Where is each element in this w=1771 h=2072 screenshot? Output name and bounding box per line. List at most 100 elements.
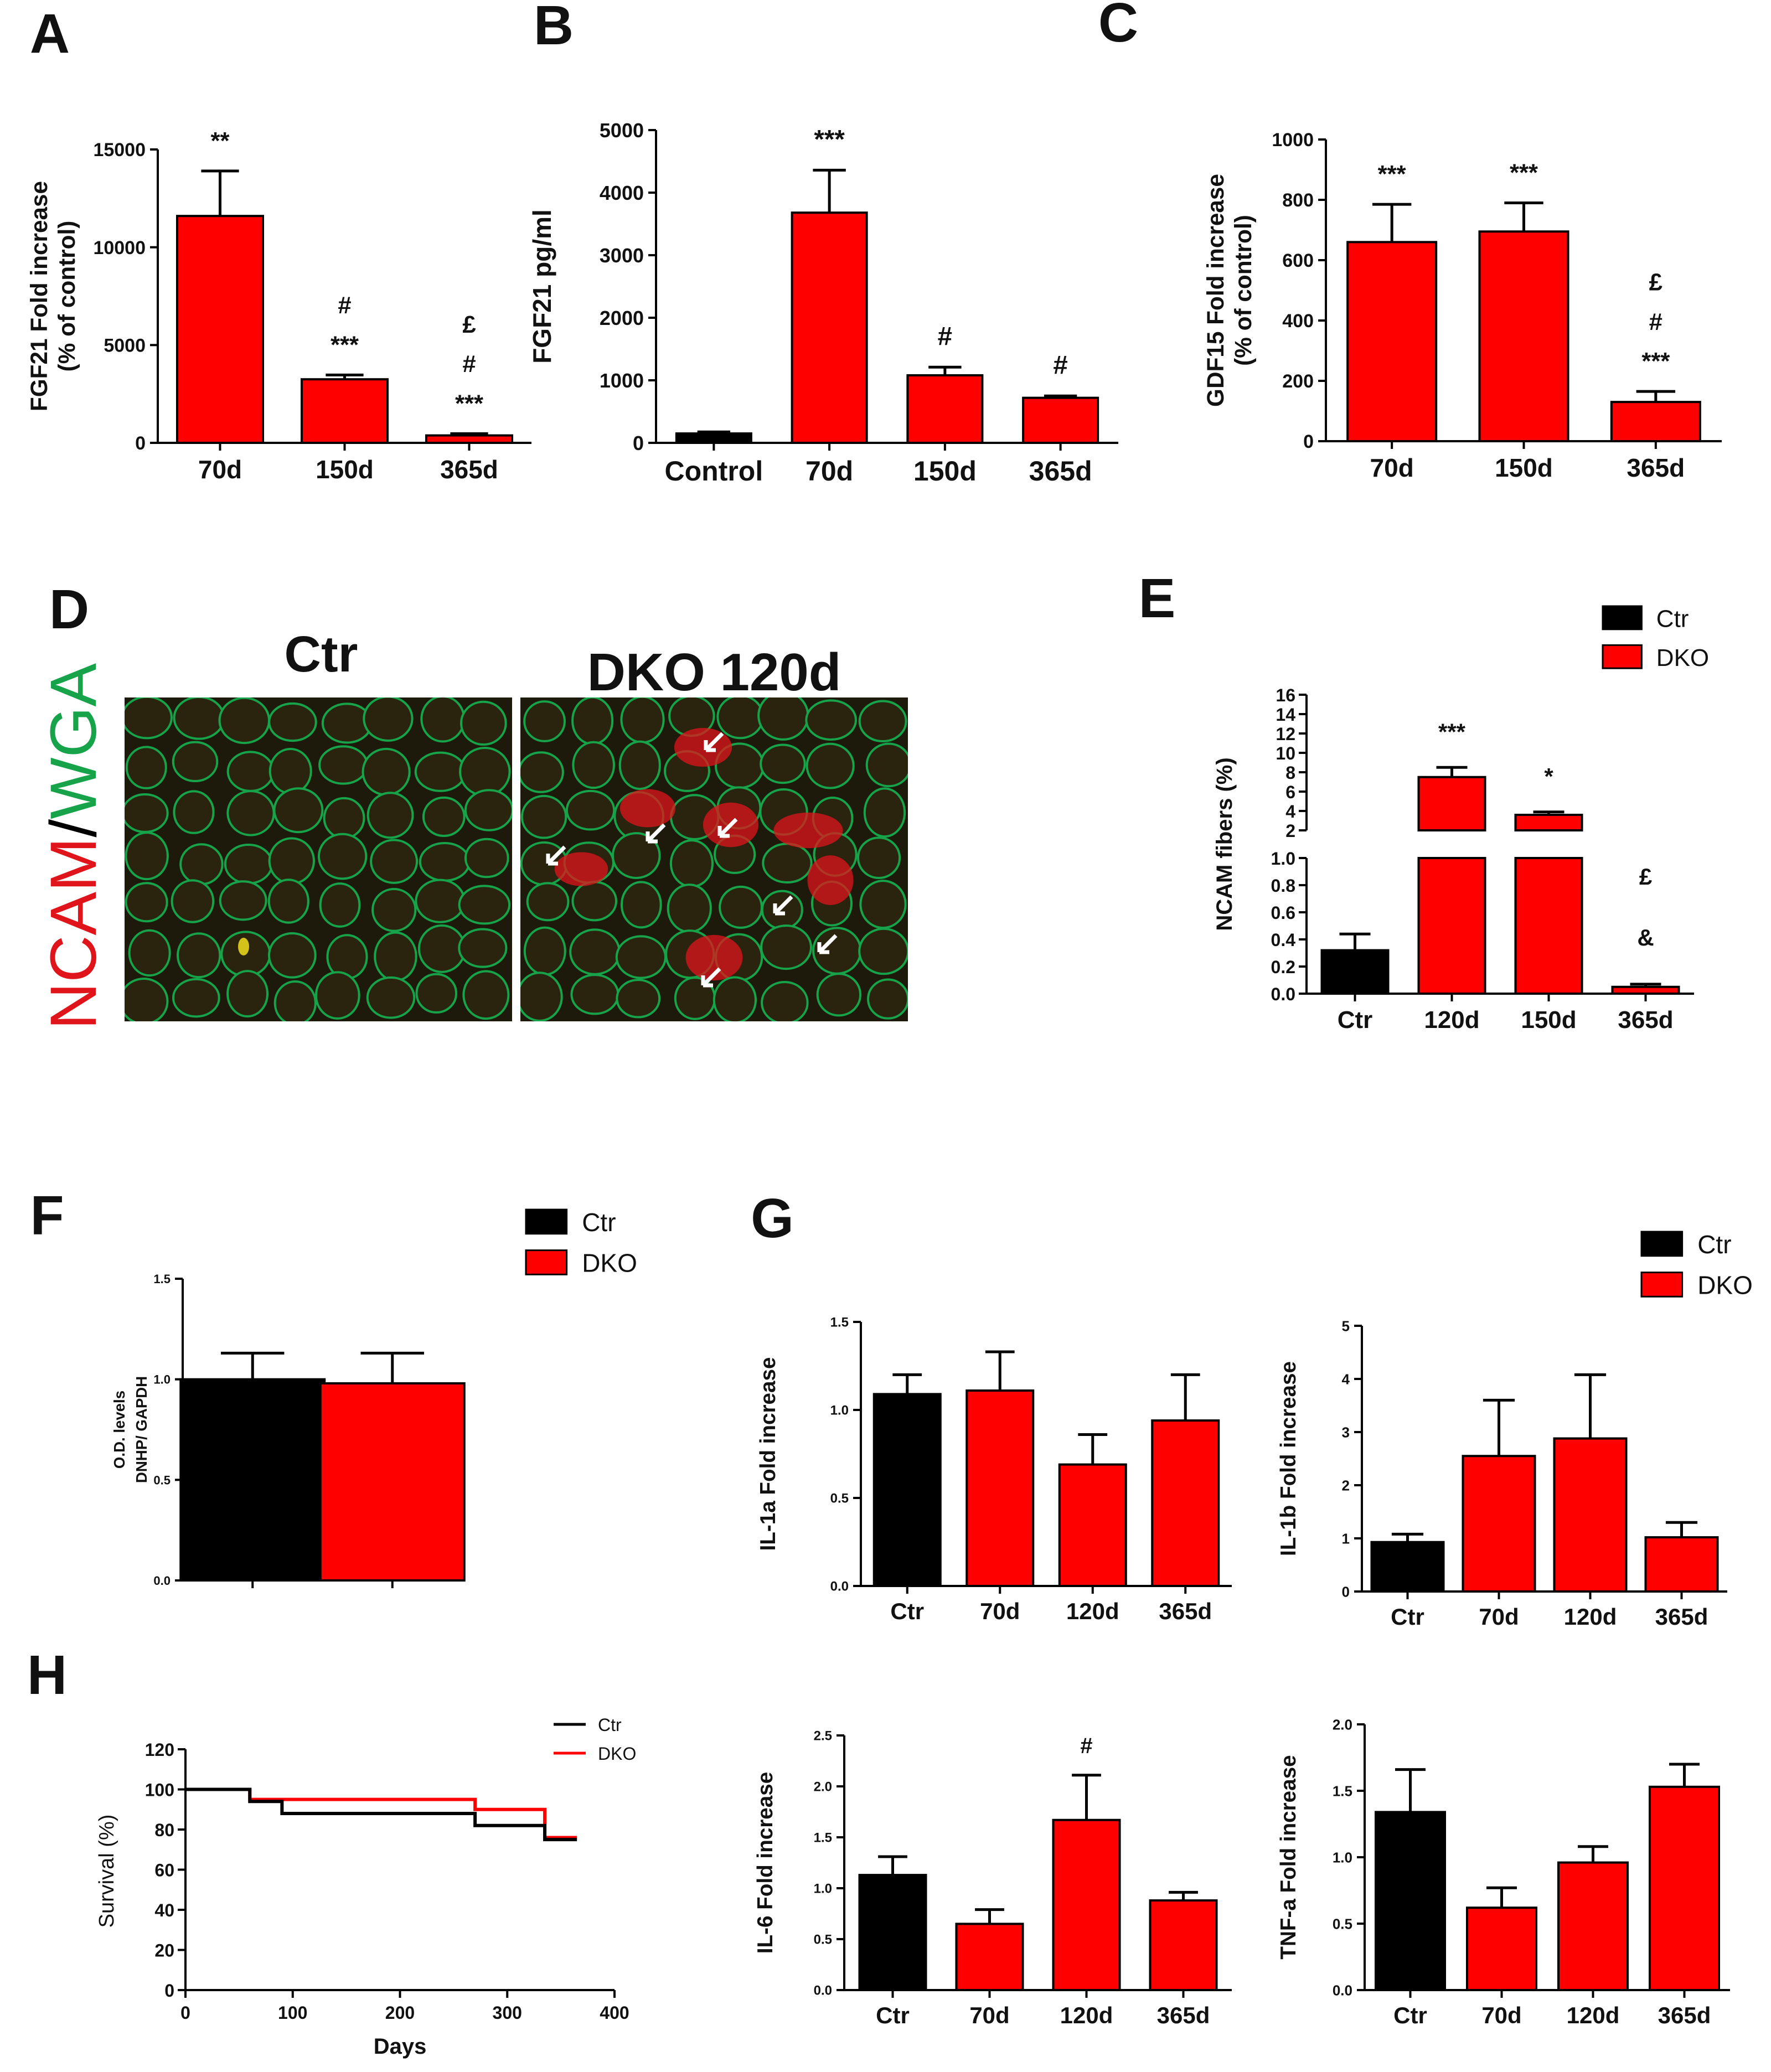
y-tick-label: 20 <box>154 1941 174 1961</box>
muscle-fiber <box>125 793 169 833</box>
y-tick-label: 1.5 <box>1333 1782 1352 1799</box>
significance-mark: # <box>938 322 952 351</box>
muscle-fiber <box>171 879 215 923</box>
legend-swatch <box>1640 1272 1684 1298</box>
y-tick-label: 0.5 <box>1333 1915 1352 1932</box>
significance-mark: *** <box>455 390 483 417</box>
y-tick-label: 1.0 <box>153 1373 171 1387</box>
muscle-fiber <box>125 746 167 789</box>
white-arrow <box>546 845 566 866</box>
x-tick-label: 120d <box>1564 1604 1617 1630</box>
muscle-fiber <box>571 881 618 922</box>
x-tick-label: 70d <box>969 2002 1009 2028</box>
muscle-fiber <box>523 926 566 976</box>
significance-mark: *** <box>1438 719 1466 745</box>
y-tick-label: 1.5 <box>830 1315 849 1330</box>
y-tick-label: 10 <box>1276 743 1295 763</box>
muscle-fiber <box>226 970 269 1018</box>
y-tick-label: 10000 <box>93 237 146 259</box>
y-tick-label: 3 <box>1342 1424 1350 1440</box>
x-tick-label: 120d <box>1060 2002 1113 2028</box>
y-axis-G3: 0.0 0.5 1.0 1.5 2.0 2.5 <box>814 1729 845 1998</box>
x-tick-label: 365d <box>1618 1006 1673 1034</box>
muscle-fiber <box>177 932 221 979</box>
x-tick-label: 365d <box>1658 2002 1711 2028</box>
significance-mark: * <box>1544 763 1553 789</box>
x-tick-label: Ctr <box>1393 2002 1427 2028</box>
muscle-fiber <box>712 976 757 1021</box>
muscle-fiber <box>224 843 273 885</box>
y-tick-label: 2.0 <box>814 1780 832 1795</box>
chart-F <box>179 1351 466 1588</box>
micrograph-title-dko: DKO 120d <box>587 643 841 702</box>
y-tick-label: 5000 <box>600 119 644 142</box>
y-tick-label: 2 <box>1285 821 1295 841</box>
muscle-fiber <box>371 888 417 932</box>
y-tick-label: 1000 <box>1272 130 1314 151</box>
muscle-fiber <box>318 745 369 785</box>
y-tick-label: 14 <box>1276 705 1295 725</box>
legend-label: DKO <box>598 1744 636 1764</box>
legend-label: DKO <box>582 1249 637 1278</box>
muscle-fiber <box>273 787 324 834</box>
muscle-fiber <box>323 797 365 839</box>
bar <box>965 1389 1035 1588</box>
y-tick-label: 0 <box>135 433 146 454</box>
muscle-fiber <box>414 751 467 792</box>
y-tick-label: 2 <box>1342 1477 1350 1494</box>
x-tick-label: 70d <box>1370 453 1414 482</box>
y-tick-label: 1.5 <box>814 1831 832 1846</box>
bar <box>1320 949 1390 995</box>
y-tick-label: 0 <box>1303 431 1314 452</box>
muscle-fiber <box>760 743 806 784</box>
legend-label: Ctr <box>598 1715 622 1735</box>
muscle-fiber <box>125 697 173 740</box>
legend-label: Ctr <box>1656 605 1689 632</box>
y-tick-label: 1.0 <box>1333 1849 1352 1866</box>
bar <box>1644 1536 1719 1593</box>
ncam-positive-fiber <box>773 812 843 849</box>
y-axis-G1: 0.0 0.5 1.0 1.5 <box>830 1315 862 1594</box>
muscle-fiber <box>267 879 309 924</box>
y-tick-label: 0.0 <box>814 1983 832 1998</box>
muscle-fiber <box>125 831 169 881</box>
muscle-fiber <box>760 924 813 970</box>
panel-letter-c: C <box>1098 0 1138 54</box>
y-tick-label: 1.0 <box>830 1403 849 1418</box>
legend-label: DKO <box>1697 1271 1753 1300</box>
y-axis-label-C: GDF15 Fold increase <box>1202 174 1228 407</box>
significance-mark: # <box>1649 308 1662 335</box>
muscle-fiber <box>761 890 803 930</box>
y-tick-label: 2000 <box>600 307 644 329</box>
muscle-fiber <box>363 697 414 742</box>
panel-letter-g: G <box>751 1187 794 1249</box>
y-tick-label: 15000 <box>93 139 146 161</box>
micrograph-ctr <box>125 697 512 1021</box>
bar <box>1462 1455 1536 1593</box>
bar <box>176 215 264 444</box>
y-axis-label-F: O.D. levels <box>111 1391 128 1469</box>
legend-label: Ctr <box>1697 1230 1731 1259</box>
muscle-fiber <box>362 747 411 796</box>
muscle-fiber <box>865 742 908 788</box>
y-tick-label: 0.0 <box>153 1574 171 1588</box>
x-tick-label: 200 <box>385 2003 415 2023</box>
bar <box>1375 1811 1446 1991</box>
x-tick-label: Ctr <box>876 2002 910 2028</box>
legend-E: Ctr DKO <box>1602 605 1709 671</box>
muscle-fiber <box>716 697 765 740</box>
muscle-fiber <box>761 980 809 1021</box>
muscle-fiber <box>458 928 508 968</box>
y-tick-label: 0.5 <box>153 1473 171 1487</box>
x-tick-label: 365d <box>1655 1604 1708 1630</box>
y-tick-label: 0.0 <box>1333 1982 1352 1998</box>
bar <box>1022 396 1099 445</box>
x-tick-label: 70d <box>198 455 242 484</box>
x-tick-label: 400 <box>600 2003 629 2023</box>
y-tick-label: 200 <box>1282 371 1314 392</box>
legend-label: Ctr <box>582 1208 616 1237</box>
muscle-fiber <box>268 837 315 885</box>
muscle-fiber <box>268 702 317 742</box>
y-axis-label-A: (% of control) <box>54 221 80 372</box>
x-tick-label: 365d <box>440 455 498 484</box>
